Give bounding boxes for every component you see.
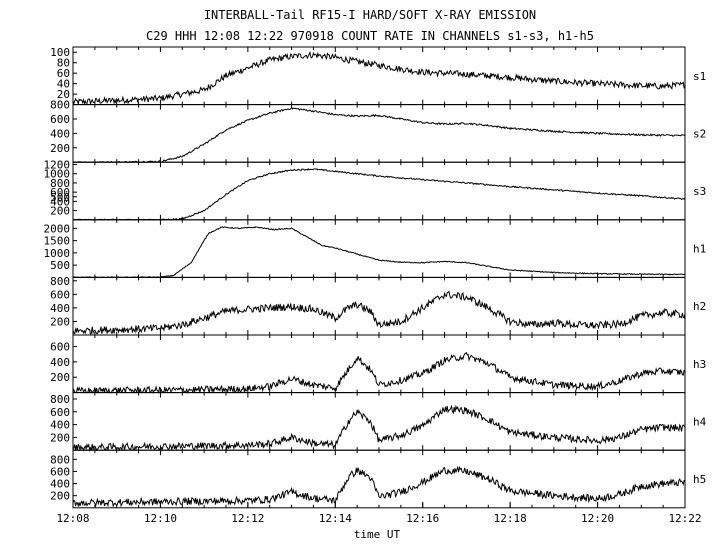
panel-frame — [72, 104, 686, 163]
x-axis: 12:08 12:10 12:12 12:14 12:16 12:18 12:20 12:22 — [56, 501, 702, 525]
y-tick-label: 20 — [57, 88, 70, 101]
chart-subtitle: C29 HHH 12:08 12:22 970918 COUNT RATE IN… — [146, 29, 594, 43]
x-axis-title: time UT — [354, 528, 401, 541]
x-tick-label: 12:20 — [581, 512, 614, 525]
y-tick-label: 500 — [50, 259, 70, 272]
chart-title: INTERBALL-Tail RF15-I HARD/SOFT X-RAY EM… — [204, 8, 536, 22]
y-tick-label: 800 — [50, 177, 70, 190]
x-tick-label: 12:16 — [406, 512, 439, 525]
channel-label-h4: h4 — [693, 415, 707, 428]
channel-label-s3: s3 — [693, 185, 706, 198]
y-tick-label: 1500 — [44, 235, 71, 248]
y-tick-label: 800 — [50, 275, 70, 288]
panel-frame — [72, 46, 686, 106]
x-tick-label: 12:22 — [668, 512, 701, 525]
channel-label-h5: h5 — [693, 473, 706, 486]
channel-label-h3: h3 — [693, 358, 706, 371]
x-tick-label: 12:10 — [144, 512, 177, 525]
y-tick-label: 600 — [50, 465, 70, 478]
channel-label-h2: h2 — [693, 300, 706, 313]
panel-frame — [72, 392, 686, 451]
channel-label-s2: s2 — [693, 127, 706, 140]
panel-h3: 200 400 600 h3 — [50, 334, 706, 395]
y-tick-label: 500 — [50, 191, 70, 204]
series-line-s3 — [72, 167, 686, 221]
y-tick-label: 1000 — [44, 168, 71, 181]
series-line-s1 — [72, 50, 686, 106]
y-tick-label: 600 — [50, 288, 70, 301]
x-tick-label: 12:08 — [56, 512, 89, 525]
x-tick-label: 12:12 — [231, 512, 264, 525]
y-tick-label: 200 — [50, 142, 70, 155]
y-tick-label: 200 — [50, 490, 70, 503]
x-tick-label: 12:18 — [494, 512, 527, 525]
series-line-h2 — [72, 290, 686, 335]
y-tick-label: 60 — [57, 67, 70, 80]
y-tick-label: 1200 — [44, 159, 71, 172]
y-tick-label: 1000 — [44, 247, 71, 260]
y-tick-label: 400 — [50, 478, 70, 491]
y-tick-label: 600 — [50, 186, 70, 199]
y-tick-label: 400 — [50, 195, 70, 208]
y-tick-label: 400 — [50, 356, 70, 369]
series-line-h5 — [72, 465, 686, 508]
channel-label-h1: h1 — [693, 243, 706, 256]
y-tick-label: 800 — [50, 453, 70, 466]
y-tick-label: 600 — [50, 113, 70, 126]
series-line-h4 — [72, 404, 686, 453]
y-tick-label: 200 — [50, 205, 70, 218]
y-tick-label: 600 — [50, 341, 70, 354]
y-tick-label: 2000 — [44, 222, 71, 235]
series-line-s2 — [73, 106, 686, 163]
y-tick-label: 200 — [50, 315, 70, 328]
y-tick-label: 800 — [50, 99, 70, 112]
y-tick-label: 800 — [50, 393, 70, 406]
y-tick-label: 200 — [50, 431, 70, 444]
y-tick-label: 600 — [50, 406, 70, 419]
y-tick-label: 80 — [57, 57, 70, 70]
chart-panels: 20406080100s1200400600800s22004005006008… — [44, 46, 707, 509]
panel-frame — [72, 219, 686, 278]
channel-label-s1: s1 — [693, 70, 706, 83]
panel-frame — [72, 161, 686, 221]
y-tick-label: 400 — [50, 419, 70, 432]
series-line-h3 — [72, 351, 686, 395]
y-tick-label: 100 — [50, 46, 70, 59]
y-tick-label: 400 — [50, 127, 70, 140]
y-tick-label: 400 — [50, 302, 70, 315]
y-tick-label: 40 — [57, 78, 70, 91]
y-tick-label: 200 — [50, 371, 70, 384]
series-line-h1 — [72, 226, 686, 278]
x-tick-label: 12:14 — [319, 512, 352, 525]
